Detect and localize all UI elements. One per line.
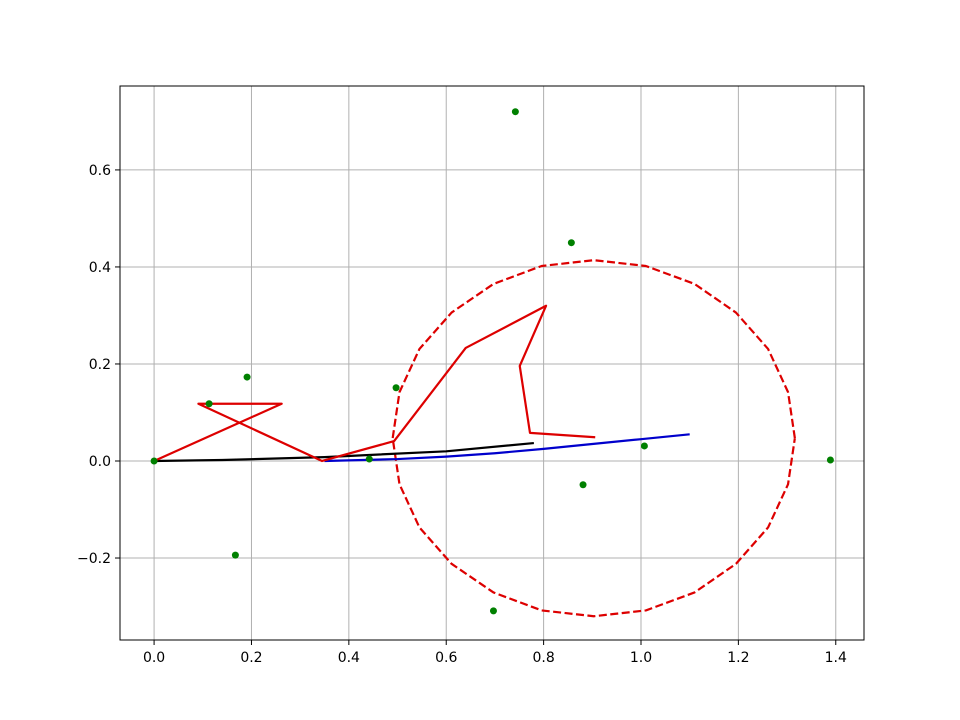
line	[154, 441, 534, 463]
line	[324, 433, 690, 463]
point	[365, 455, 373, 463]
plot-area	[150, 108, 834, 618]
y-tick-label: 0.6	[89, 163, 111, 179]
point	[826, 456, 834, 464]
y-tick-label: 0.0	[89, 454, 111, 470]
point	[231, 551, 239, 559]
y-tick-label: 0.4	[89, 260, 111, 276]
x-tick-label: 0.2	[240, 650, 262, 666]
axes-frame	[119, 85, 865, 641]
x-tick-label: 0.6	[435, 650, 457, 666]
point	[150, 457, 158, 465]
line	[391, 259, 796, 618]
x-tick-label: 0.0	[143, 650, 165, 666]
point	[243, 373, 251, 381]
point	[640, 442, 648, 450]
x-tick-label: 1.0	[630, 650, 652, 666]
x-tick-label: 1.2	[727, 650, 749, 666]
point	[579, 481, 587, 489]
x-tick-label: 1.4	[825, 650, 847, 666]
point	[489, 607, 497, 615]
x-tick-label: 0.4	[338, 650, 360, 666]
x-tick-label: 0.8	[532, 650, 554, 666]
point	[205, 400, 213, 408]
y-tick-label: −0.2	[77, 551, 111, 567]
point	[392, 384, 400, 392]
y-tick-label: 0.2	[89, 357, 111, 373]
point	[567, 239, 575, 247]
point	[511, 108, 519, 116]
line	[153, 304, 596, 463]
